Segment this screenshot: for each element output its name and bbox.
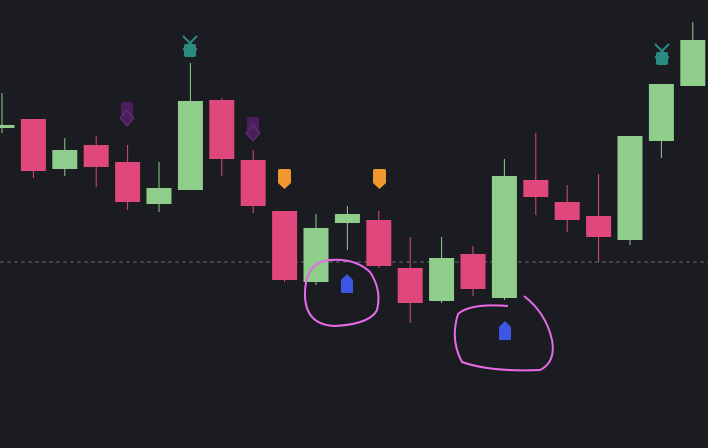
candle-body bbox=[52, 150, 78, 169]
candle-body bbox=[115, 162, 141, 202]
cross-marker bbox=[182, 35, 198, 57]
candle-body bbox=[177, 101, 203, 190]
candle-body bbox=[272, 211, 298, 280]
candle-body bbox=[680, 40, 706, 86]
diamond-marker bbox=[245, 117, 261, 142]
candle-body bbox=[146, 188, 172, 204]
candle-body bbox=[303, 228, 329, 282]
candle-body bbox=[20, 119, 46, 171]
diamond-marker bbox=[119, 102, 135, 127]
candle-body bbox=[586, 216, 612, 237]
candle-body bbox=[209, 100, 235, 159]
arrow-marker bbox=[499, 321, 511, 340]
candle-body bbox=[334, 214, 360, 223]
annotation-circle bbox=[453, 295, 554, 372]
candle-body bbox=[648, 84, 674, 141]
candle-body bbox=[429, 258, 455, 301]
candle-body bbox=[523, 180, 549, 197]
candle-body bbox=[617, 136, 643, 240]
shield-marker bbox=[278, 169, 291, 189]
annotation-circle bbox=[303, 258, 380, 328]
candle-body bbox=[460, 254, 486, 289]
arrow-marker bbox=[341, 274, 353, 293]
candles bbox=[0, 22, 708, 323]
candle-body bbox=[0, 125, 15, 128]
candle-body bbox=[240, 160, 266, 206]
candle-body bbox=[83, 145, 109, 167]
candle-body bbox=[491, 176, 517, 298]
candle-body bbox=[366, 220, 392, 266]
cross-marker bbox=[654, 43, 670, 65]
candle-body bbox=[554, 202, 580, 220]
candle-body bbox=[397, 268, 423, 303]
markers bbox=[119, 35, 670, 372]
shield-marker bbox=[373, 169, 386, 189]
